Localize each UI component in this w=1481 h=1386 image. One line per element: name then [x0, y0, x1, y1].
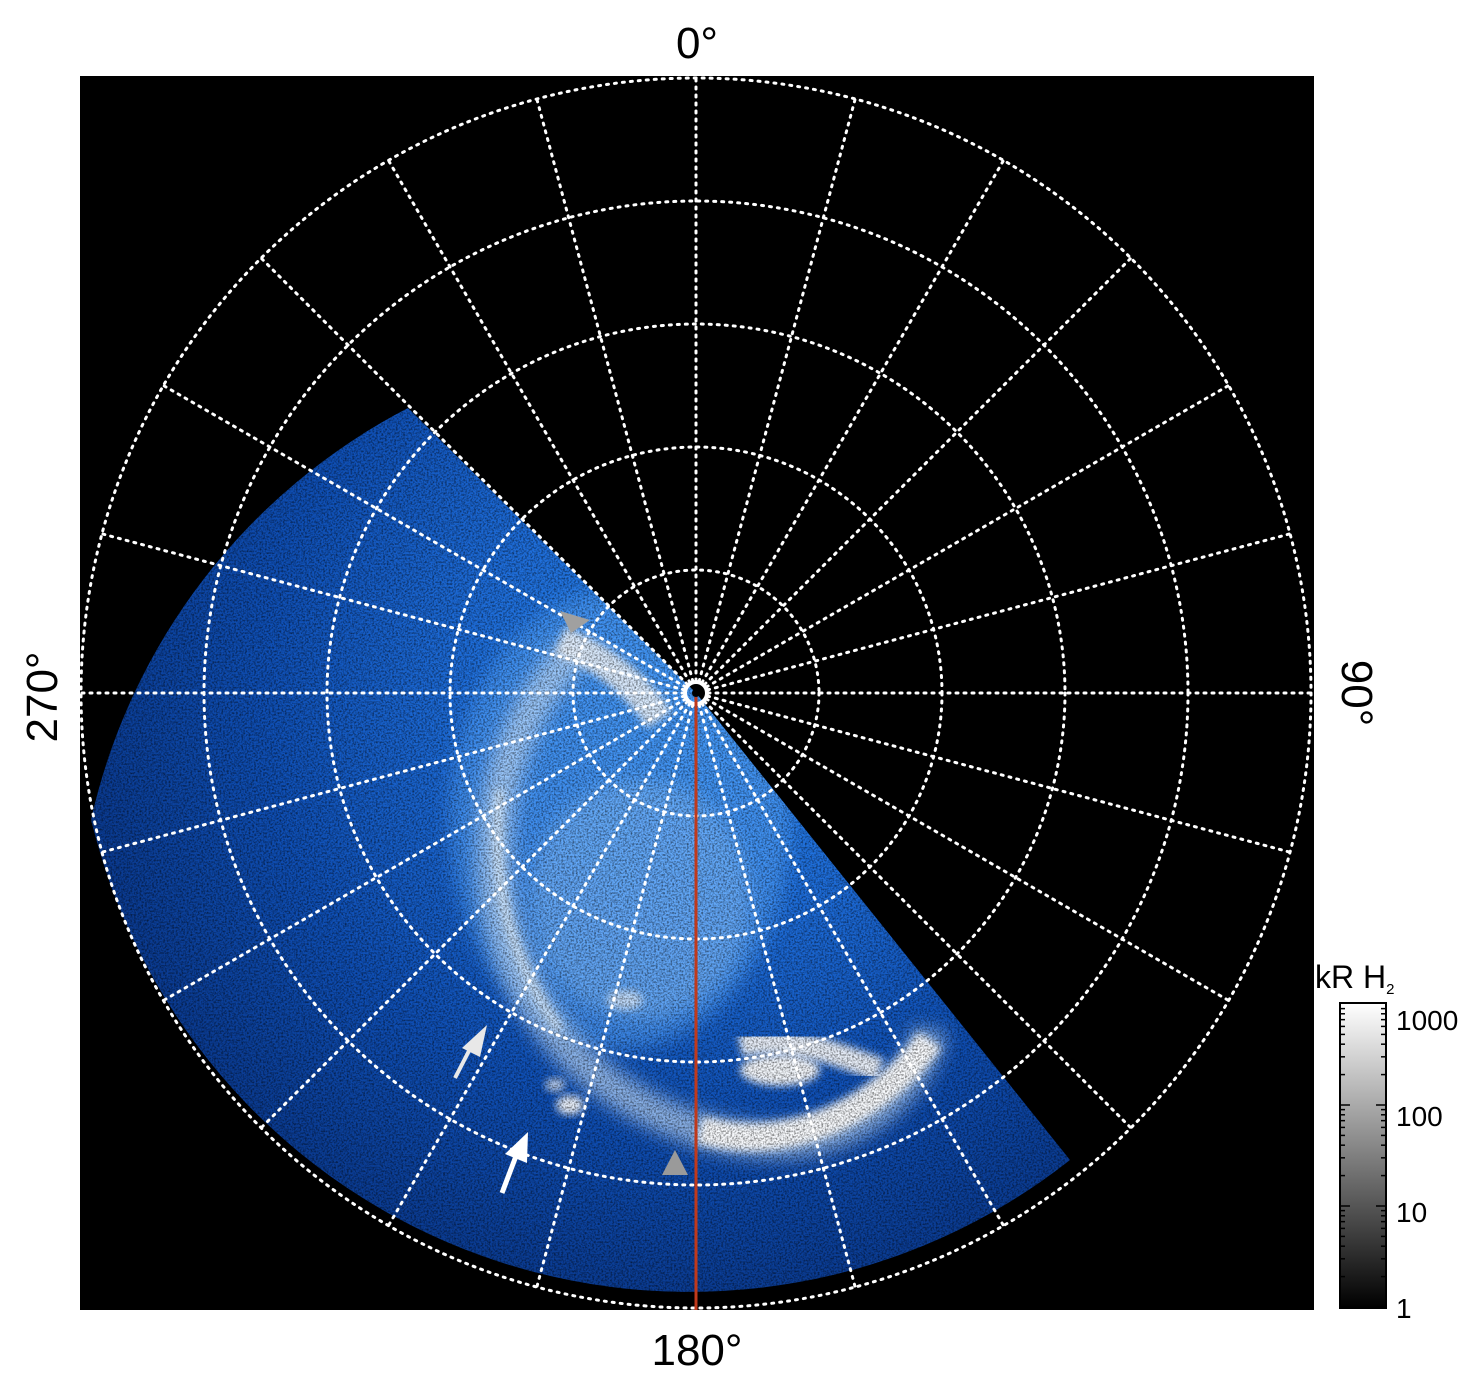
- meridian-line: [706, 694, 1292, 854]
- angle-label-left: 270°: [18, 651, 67, 742]
- colorbar-gradient: [1339, 1002, 1387, 1309]
- meridian-line: [161, 697, 688, 1002]
- meridian-line: [704, 697, 1231, 1002]
- meridian-line: [100, 532, 686, 692]
- white-arrow-upper: [453, 1025, 487, 1079]
- meridian-line: [704, 384, 1231, 689]
- meridian-line: [700, 701, 1005, 1228]
- grey-triangle-upper: [560, 611, 590, 633]
- meridian-line: [100, 694, 686, 854]
- meridian-line: [259, 256, 690, 687]
- colorbar-tick-label-1000: 1000: [1396, 1005, 1458, 1036]
- meridian-line: [259, 699, 690, 1130]
- angle-label-bottom: 180°: [651, 1326, 742, 1375]
- colorbar-tick-label-1: 1: [1396, 1293, 1412, 1324]
- meridian-line: [700, 158, 1005, 685]
- white-arrow-lower: [499, 1132, 528, 1194]
- colorbar-tick-label-10: 10: [1396, 1197, 1427, 1228]
- colorbar-title: kR H2: [1315, 959, 1394, 998]
- meridian-line: [702, 256, 1133, 687]
- meridian-line: [387, 701, 692, 1228]
- meridian-line: [535, 97, 695, 683]
- meridian-line: [702, 699, 1133, 1130]
- meridian-line: [535, 703, 695, 1289]
- meridian-line: [387, 158, 692, 685]
- angle-label-top: 0°: [676, 19, 718, 68]
- meridian-line: [161, 384, 688, 689]
- colorbar: kR H2 1000 100 10 1: [1315, 959, 1458, 1324]
- angle-label-right: 90°: [1332, 660, 1381, 727]
- meridian-line: [697, 703, 857, 1289]
- colorbar-tick-label-100: 100: [1396, 1101, 1443, 1132]
- meridian-line: [706, 532, 1292, 692]
- grey-triangle-lower: [662, 1150, 688, 1175]
- colorbar-ticks: [1340, 1007, 1386, 1308]
- meridian-line: [697, 97, 857, 683]
